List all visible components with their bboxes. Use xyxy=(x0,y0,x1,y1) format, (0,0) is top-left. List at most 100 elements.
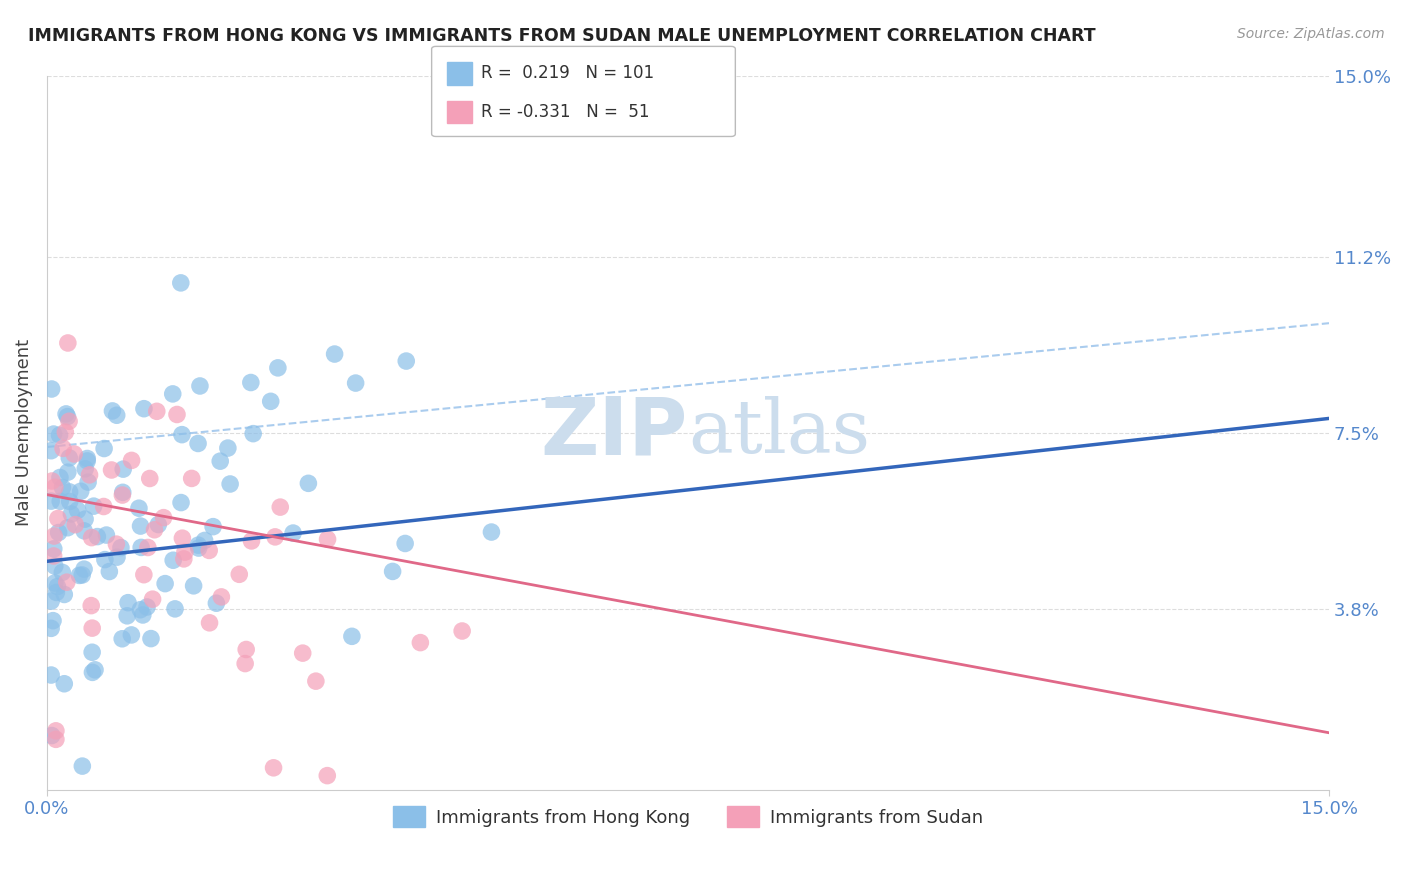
Point xyxy=(183,579,205,593)
Point xyxy=(143,523,166,537)
Point xyxy=(395,354,418,368)
Point xyxy=(39,594,62,608)
Point xyxy=(217,441,239,455)
Point xyxy=(51,481,73,495)
Point xyxy=(269,500,291,515)
Text: IMMIGRANTS FROM HONG KONG VS IMMIGRANTS FROM SUDAN MALE UNEMPLOYMENT CORRELATION: IMMIGRANTS FROM HONG KONG VS IMMIGRANTS … xyxy=(28,27,1095,45)
Point xyxy=(44,559,66,574)
Point xyxy=(105,550,128,565)
Point xyxy=(146,404,169,418)
Point xyxy=(63,447,86,461)
Point xyxy=(111,488,134,502)
Point xyxy=(152,510,174,524)
Point xyxy=(58,450,80,465)
Point xyxy=(101,404,124,418)
Point xyxy=(139,471,162,485)
Point xyxy=(39,621,62,635)
Point xyxy=(93,500,115,514)
Point xyxy=(174,545,197,559)
Point xyxy=(267,360,290,375)
Point xyxy=(45,723,67,738)
Point xyxy=(451,624,474,638)
Point xyxy=(132,401,155,416)
Text: R = -0.331   N =  51: R = -0.331 N = 51 xyxy=(481,103,650,120)
Point xyxy=(98,565,121,579)
Point xyxy=(93,442,115,456)
Point xyxy=(170,427,193,442)
Point xyxy=(41,729,63,743)
Point xyxy=(84,663,107,677)
Point xyxy=(73,562,96,576)
Point xyxy=(72,759,94,773)
Point xyxy=(263,761,285,775)
Text: ZIP: ZIP xyxy=(541,393,688,472)
Point xyxy=(194,533,217,548)
Point xyxy=(67,568,90,582)
Point xyxy=(409,635,432,649)
Text: atlas: atlas xyxy=(688,396,870,469)
Point xyxy=(77,475,100,489)
Point xyxy=(76,454,98,468)
Point xyxy=(49,494,72,508)
Point xyxy=(187,541,209,555)
Point xyxy=(76,451,98,466)
Point xyxy=(45,732,67,747)
Y-axis label: Male Unemployment: Male Unemployment xyxy=(15,339,32,526)
Point xyxy=(100,463,122,477)
Point xyxy=(187,538,209,552)
Point xyxy=(381,565,404,579)
Legend: Immigrants from Hong Kong, Immigrants from Sudan: Immigrants from Hong Kong, Immigrants fr… xyxy=(385,799,990,835)
Point xyxy=(481,524,503,539)
Point xyxy=(96,528,118,542)
Point xyxy=(239,376,262,390)
Point xyxy=(56,335,79,350)
Point xyxy=(112,462,135,476)
Point xyxy=(105,537,128,551)
Text: R =  0.219   N = 101: R = 0.219 N = 101 xyxy=(481,64,654,82)
Point xyxy=(46,511,69,525)
Point xyxy=(42,614,65,628)
Point xyxy=(209,454,232,468)
Point xyxy=(394,536,416,550)
Point xyxy=(228,567,250,582)
Point xyxy=(56,409,79,424)
Point xyxy=(44,529,66,543)
Point xyxy=(56,575,79,590)
Point xyxy=(235,642,257,657)
Point xyxy=(42,549,65,563)
Point xyxy=(105,409,128,423)
Point xyxy=(148,517,170,532)
Point xyxy=(209,590,232,604)
Point xyxy=(180,471,202,485)
Point xyxy=(129,603,152,617)
Point xyxy=(86,530,108,544)
Point xyxy=(305,674,328,689)
Point xyxy=(187,436,209,450)
Point xyxy=(53,677,76,691)
Point xyxy=(162,387,184,401)
Point xyxy=(42,541,65,556)
Point xyxy=(59,484,82,499)
Point xyxy=(136,599,159,614)
Point xyxy=(46,580,69,594)
Point xyxy=(51,566,73,580)
Point xyxy=(73,524,96,538)
Point xyxy=(39,668,62,682)
Point xyxy=(94,552,117,566)
Point xyxy=(53,425,76,439)
Point xyxy=(44,576,66,591)
Point xyxy=(202,519,225,533)
Point xyxy=(297,476,319,491)
Point xyxy=(281,526,304,541)
Point xyxy=(142,592,165,607)
Point xyxy=(136,541,159,555)
Point xyxy=(260,394,283,409)
Point xyxy=(111,632,134,646)
Point xyxy=(75,512,97,526)
Point xyxy=(82,621,104,635)
Point xyxy=(291,646,314,660)
Point xyxy=(188,379,211,393)
Point xyxy=(205,596,228,610)
Text: Source: ZipAtlas.com: Source: ZipAtlas.com xyxy=(1237,27,1385,41)
Point xyxy=(121,453,143,467)
